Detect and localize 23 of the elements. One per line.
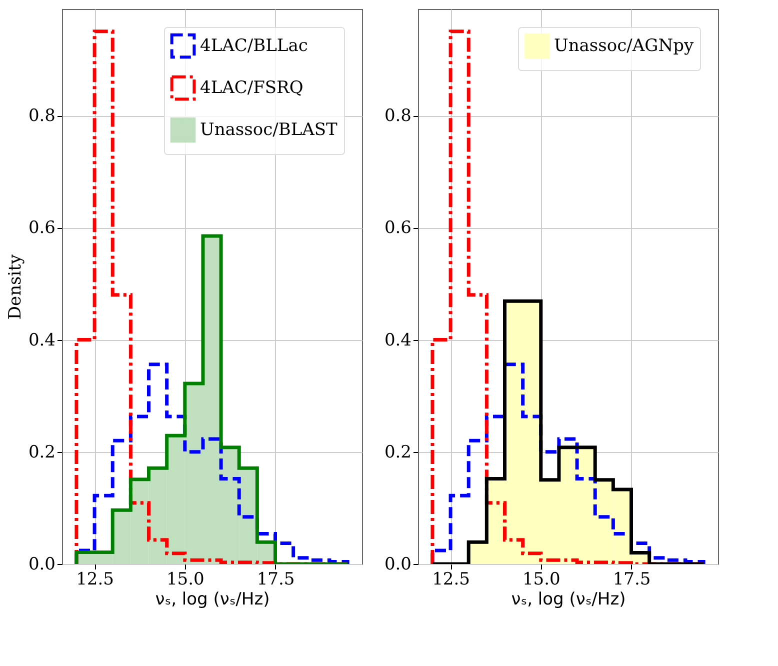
y-tick-label: 0.6 bbox=[384, 218, 412, 238]
y-tick-label: 0.8 bbox=[384, 106, 412, 126]
y-axis-title: Density bbox=[5, 254, 26, 320]
y-tick-label: 0.8 bbox=[28, 106, 56, 126]
y-tick-label: 0.4 bbox=[28, 330, 56, 350]
y-tick-label: 0.4 bbox=[384, 330, 412, 350]
x-axis-title: νₛ, log (νₛ/Hz) bbox=[155, 590, 270, 610]
x-axis-title: νₛ, log (νₛ/Hz) bbox=[511, 590, 626, 610]
legend-label: Unassoc/AGNpy bbox=[554, 36, 694, 56]
x-tick-label: 12.5 bbox=[76, 570, 114, 590]
x-tick-label: 15.0 bbox=[166, 570, 204, 590]
legend-label: 4LAC/FSRQ bbox=[200, 78, 304, 98]
y-tick-label: 0.0 bbox=[28, 554, 56, 574]
y-tick-label: 0.2 bbox=[384, 442, 412, 462]
y-tick-label: 0.0 bbox=[384, 554, 412, 574]
legend-label: 4LAC/BLLac bbox=[200, 36, 308, 56]
y-tick-label: 0.2 bbox=[28, 442, 56, 462]
x-tick-label: 12.5 bbox=[432, 570, 470, 590]
x-tick-label: 17.5 bbox=[256, 570, 295, 590]
x-tick-label: 15.0 bbox=[522, 570, 560, 590]
y-tick-label: 0.6 bbox=[28, 218, 56, 238]
legend-label: Unassoc/BLAST bbox=[200, 120, 338, 140]
x-tick-label: 17.5 bbox=[612, 570, 651, 590]
